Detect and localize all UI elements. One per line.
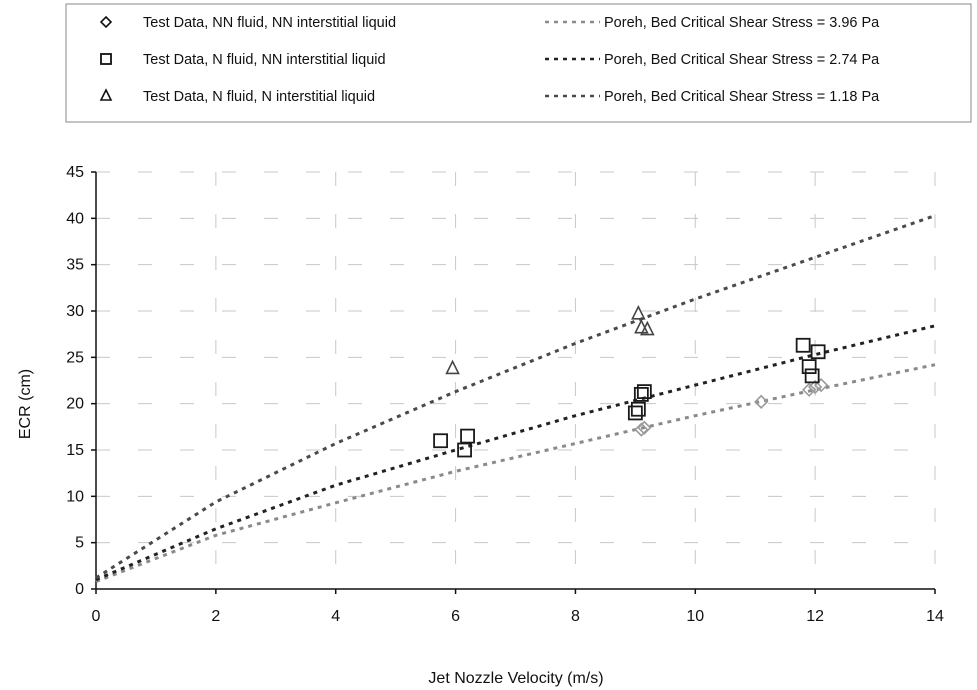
trend-line: [95, 324, 936, 582]
data-point-square: [804, 368, 820, 384]
y-tick-label: 45: [66, 164, 84, 181]
y-tick-label: 10: [66, 488, 84, 505]
trend-line: [95, 363, 936, 583]
data-point-diamond: [754, 394, 769, 409]
data-point-square: [627, 405, 643, 421]
y-tick-label: 15: [66, 442, 84, 459]
x-axis-label: Jet Nozzle Velocity (m/s): [428, 670, 603, 687]
data-point-square: [810, 344, 826, 360]
data-point-square: [636, 384, 652, 400]
axes: 0 5 10 15 20 25 30 35 40 45 0 2 4 6 8 10 12 14: [66, 164, 944, 625]
legend: Test Data, NN fluid, NN interstitial liq…: [65, 3, 972, 123]
gridlines: [96, 171, 936, 589]
legend-frame: [65, 3, 972, 123]
y-tick-label: 30: [66, 303, 84, 320]
x-tick-label: 2: [211, 608, 220, 625]
x-tick-label: 12: [806, 608, 824, 625]
data-point-diamond: [808, 379, 823, 395]
data-point-diamond: [637, 420, 652, 435]
x-tick-label: 6: [451, 608, 460, 625]
x-tick-label: 0: [92, 608, 101, 625]
series-layer: [95, 214, 936, 583]
data-point-square: [460, 428, 475, 444]
y-tick-label: 25: [66, 349, 84, 366]
x-tick-label: 14: [926, 608, 944, 625]
legend-label: Test Data, NN fluid, NN interstitial liq…: [143, 15, 396, 31]
legend-marker-square: [100, 53, 112, 65]
y-tick-label: 0: [75, 581, 84, 598]
y-tick-label: 35: [66, 257, 84, 274]
legend-label: Test Data, N fluid, N interstitial liqui…: [143, 89, 375, 105]
data-point-triangle: [631, 304, 646, 320]
data-point-diamond: [802, 382, 817, 397]
legend-marker-triangle: [99, 88, 113, 101]
data-point-triangle: [634, 318, 649, 334]
y-tick-label: 5: [75, 535, 84, 552]
data-point-triangle: [445, 359, 460, 375]
data-point-square: [630, 401, 646, 417]
data-point-triangle: [640, 320, 655, 336]
y-tick-label: 20: [66, 396, 84, 413]
legend-label: Poreh, Bed Critical Shear Stress = 1.18 …: [604, 89, 880, 105]
legend-marker-diamond: [99, 15, 113, 29]
trend-line: [95, 214, 936, 580]
legend-label: Test Data, N fluid, NN interstitial liqu…: [143, 52, 386, 68]
y-axis-label: ECR (cm): [17, 369, 34, 439]
x-tick-label: 10: [686, 608, 704, 625]
legend-label: Poreh, Bed Critical Shear Stress = 3.96 …: [604, 15, 880, 31]
data-point-square: [633, 386, 649, 402]
data-point-square: [795, 337, 811, 353]
plot-area: 0 5 10 15 20 25 30 35 40 45 0 2 4 6 8 10 12 14: [66, 164, 944, 625]
data-point-square: [433, 433, 448, 449]
legend-label: Poreh, Bed Critical Shear Stress = 2.74 …: [604, 52, 880, 68]
data-point-diamond: [634, 422, 649, 437]
x-tick-label: 4: [331, 608, 340, 625]
data-point-square: [801, 359, 817, 375]
y-tick-label: 40: [66, 210, 84, 227]
x-tick-label: 8: [571, 608, 580, 625]
